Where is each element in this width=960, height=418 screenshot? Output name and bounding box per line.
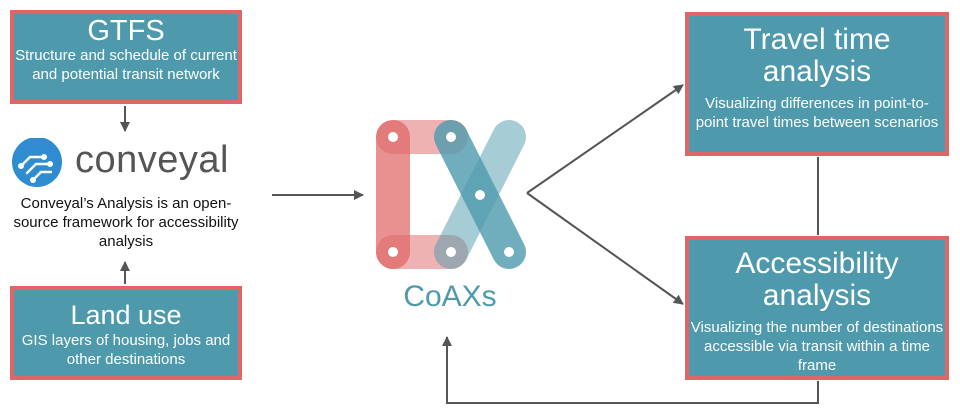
gtfs-description: Structure and schedule of current and po… — [15, 47, 237, 83]
coaxs-wordmark: CoAXs — [403, 280, 497, 313]
arrow-coaxs-to-travel-time — [526, 84, 684, 194]
accessibility-description: Visualizing the number of destinations a… — [690, 319, 944, 374]
coaxs-logo-icon — [376, 120, 526, 269]
accessibility-box: Accessibility analysis Visualizing the n… — [685, 236, 949, 380]
conveyal-wordmark: conveyal — [75, 139, 229, 181]
circuit-nodes-icon — [12, 138, 62, 187]
gtfs-title: GTFS — [87, 15, 165, 47]
accessibility-title: Accessibility analysis — [735, 247, 899, 312]
land-use-description: GIS layers of housing, jobs and other de… — [21, 332, 231, 368]
arrow-feedback-to-coaxs — [442, 336, 819, 404]
travel-time-description: Visualizing differences in point-to-poin… — [695, 95, 939, 131]
land-use-title: Land use — [70, 300, 182, 330]
arrow-coaxs-to-accessibility — [526, 192, 684, 305]
land-use-box: Land use GIS layers of housing, jobs and… — [10, 286, 242, 380]
travel-time-box: Travel time analysis Visualizing differe… — [685, 12, 949, 156]
travel-time-title: Travel time analysis — [743, 23, 891, 88]
conveyal-description: Conveyal’s Analysis is an open-source fr… — [13, 195, 239, 250]
gtfs-box: GTFS Structure and schedule of current a… — [10, 10, 242, 104]
